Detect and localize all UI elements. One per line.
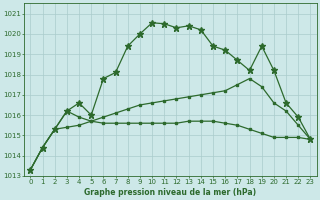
- X-axis label: Graphe pression niveau de la mer (hPa): Graphe pression niveau de la mer (hPa): [84, 188, 256, 197]
